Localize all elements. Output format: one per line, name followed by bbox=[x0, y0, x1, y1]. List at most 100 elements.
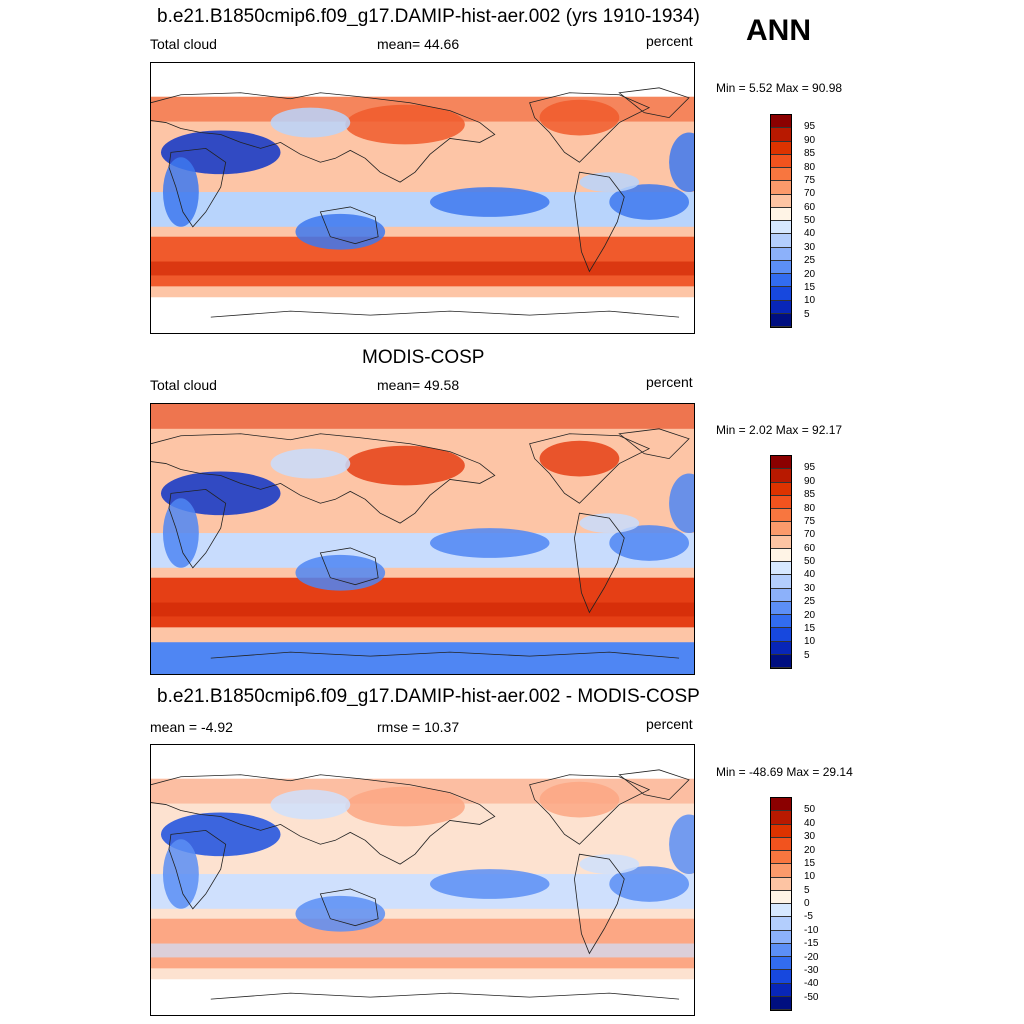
colorbar-swatch bbox=[771, 207, 791, 221]
colorbar-swatch bbox=[771, 996, 791, 1010]
colorbar-tick-label: 75 bbox=[804, 174, 816, 186]
colorbar-swatch bbox=[771, 983, 791, 997]
colorbar-tick-label: 90 bbox=[804, 134, 816, 146]
colorbar-tick-label: 20 bbox=[804, 609, 816, 621]
units-label: percent bbox=[646, 33, 693, 49]
colorbar-tick-label: 70 bbox=[804, 188, 816, 200]
colorbar-tick-label: 95 bbox=[804, 121, 816, 133]
colorbar-tick-label: 20 bbox=[804, 268, 816, 280]
colorbar-swatch bbox=[771, 548, 791, 562]
map-plot bbox=[150, 403, 695, 675]
colorbar-swatch bbox=[771, 247, 791, 261]
colorbar-tick-label: 15 bbox=[804, 622, 816, 634]
colorbar-swatch bbox=[771, 509, 791, 523]
minmax-label: Min = 5.52 Max = 90.98 bbox=[716, 81, 843, 95]
colorbar-swatch bbox=[771, 864, 791, 878]
colorbar-swatch bbox=[771, 482, 791, 496]
colorbar-tick-label: 80 bbox=[804, 502, 816, 514]
rmse-label: rmse = 10.37 bbox=[377, 719, 460, 735]
colorbar-swatch bbox=[771, 917, 791, 931]
colorbar-tick-label: 95 bbox=[804, 462, 816, 474]
colorbar-swatch bbox=[771, 930, 791, 944]
colorbar-swatch bbox=[771, 943, 791, 957]
colorbar-swatch bbox=[771, 890, 791, 904]
colorbar-tick-label: 5 bbox=[804, 649, 810, 661]
colorbar-swatch bbox=[771, 194, 791, 208]
colorbar-tick-label: 5 bbox=[804, 884, 810, 896]
colorbar bbox=[770, 797, 792, 1011]
colorbar-tick-label: 0 bbox=[804, 898, 810, 909]
colorbar-tick-label: 50 bbox=[804, 804, 816, 816]
mean-label: mean= 44.66 bbox=[377, 36, 460, 52]
colorbar-tick-label: 90 bbox=[804, 475, 816, 487]
colorbar-swatch bbox=[771, 287, 791, 301]
colorbar-tick-label: -50 bbox=[804, 991, 819, 1003]
colorbar-tick-label: 15 bbox=[804, 857, 816, 869]
colorbar-tick-label: 50 bbox=[804, 556, 816, 567]
colorbar-swatch bbox=[771, 851, 791, 865]
colorbar-swatch bbox=[771, 221, 791, 235]
colorbar bbox=[770, 455, 792, 669]
colorbar-swatch bbox=[771, 575, 791, 589]
colorbar-swatch bbox=[771, 313, 791, 327]
colorbar-swatch bbox=[771, 274, 791, 288]
mean-label: mean= 49.58 bbox=[377, 377, 460, 393]
colorbar-tick-label: 20 bbox=[804, 844, 816, 856]
colorbar-tick-label: 40 bbox=[804, 569, 816, 581]
colorbar-swatch bbox=[771, 970, 791, 984]
colorbar-tick-label: 60 bbox=[804, 542, 816, 554]
colorbar-tick-label: -20 bbox=[804, 951, 819, 963]
colorbar-swatch bbox=[771, 234, 791, 248]
colorbar-tick-label: -30 bbox=[804, 964, 819, 976]
colorbar-swatch bbox=[771, 522, 791, 536]
colorbar-swatch bbox=[771, 260, 791, 274]
colorbar-tick-label: 50 bbox=[804, 215, 816, 226]
minmax-label: Min = -48.69 Max = 29.14 bbox=[716, 765, 853, 779]
minmax-label: Min = 2.02 Max = 92.17 bbox=[716, 423, 843, 437]
colorbar-swatch bbox=[771, 154, 791, 168]
colorbar-tick-label: 10 bbox=[804, 871, 816, 883]
colorbar-tick-label: 10 bbox=[804, 636, 816, 648]
colorbar-swatch bbox=[771, 904, 791, 918]
colorbar bbox=[770, 114, 792, 328]
panel-title: b.e21.B1850cmip6.f09_g17.DAMIP-hist-aer.… bbox=[157, 686, 700, 707]
colorbar-tick-label: 30 bbox=[804, 241, 816, 253]
map-plot bbox=[150, 744, 695, 1016]
map-plot bbox=[150, 62, 695, 334]
colorbar-tick-label: -40 bbox=[804, 978, 819, 990]
colorbar-swatch bbox=[771, 641, 791, 655]
colorbar-tick-label: 30 bbox=[804, 582, 816, 594]
colorbar-swatch bbox=[771, 957, 791, 971]
colorbar-swatch bbox=[771, 798, 791, 812]
colorbar-tick-label: -10 bbox=[804, 924, 819, 936]
panel-title: MODIS-COSP bbox=[362, 347, 485, 368]
colorbar-swatch bbox=[771, 877, 791, 891]
colorbar-swatch bbox=[771, 628, 791, 642]
colorbar-swatch bbox=[771, 300, 791, 314]
colorbar-swatch bbox=[771, 181, 791, 195]
colorbar-tick-label: 10 bbox=[804, 295, 816, 307]
colorbar-tick-label: -5 bbox=[804, 911, 813, 923]
colorbar-swatch bbox=[771, 837, 791, 851]
colorbar-tick-label: 25 bbox=[804, 596, 816, 608]
colorbar-tick-label: 60 bbox=[804, 201, 816, 213]
colorbar-tick-label: 40 bbox=[804, 228, 816, 240]
colorbar-swatch bbox=[771, 562, 791, 576]
colorbar-swatch bbox=[771, 615, 791, 629]
variable-label: Total cloud bbox=[150, 36, 217, 52]
colorbar-tick-label: 5 bbox=[804, 308, 810, 320]
colorbar-tick-label: -15 bbox=[804, 938, 819, 950]
colorbar-swatch bbox=[771, 456, 791, 470]
mean-label: mean = -4.92 bbox=[150, 719, 233, 735]
colorbar-tick-label: 15 bbox=[804, 281, 816, 293]
colorbar-swatch bbox=[771, 469, 791, 483]
colorbar-swatch bbox=[771, 535, 791, 549]
colorbar-tick-label: 80 bbox=[804, 161, 816, 173]
colorbar-swatch bbox=[771, 115, 791, 129]
season-label: ANN bbox=[746, 14, 811, 47]
colorbar-swatch bbox=[771, 601, 791, 615]
colorbar-swatch bbox=[771, 654, 791, 668]
colorbar-tick-label: 75 bbox=[804, 515, 816, 527]
colorbar-swatch bbox=[771, 495, 791, 509]
colorbar-swatch bbox=[771, 824, 791, 838]
